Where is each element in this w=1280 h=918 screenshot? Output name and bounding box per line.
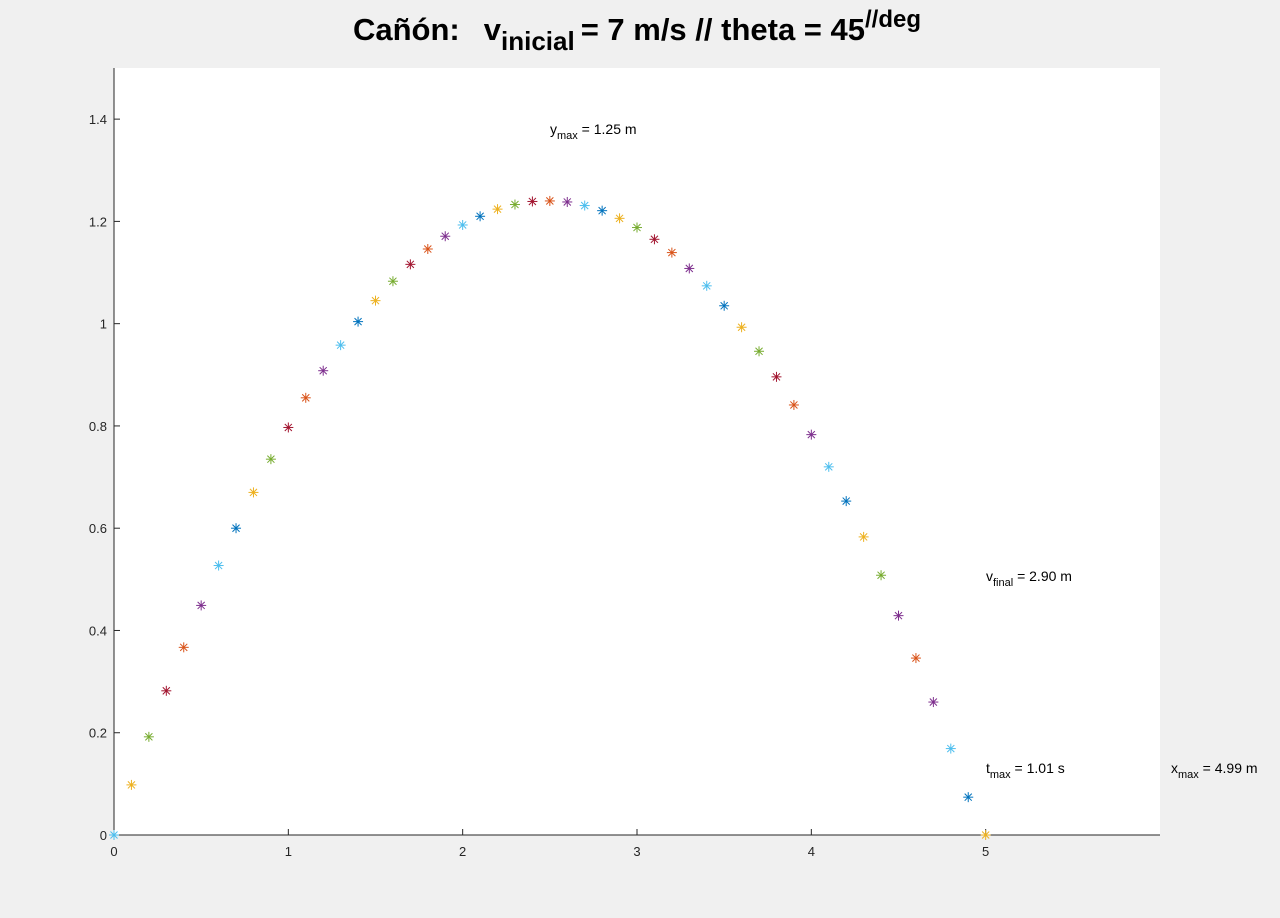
data-point bbox=[666, 247, 677, 258]
y-tick-label: 1.2 bbox=[89, 214, 107, 229]
tmax-sub: max bbox=[990, 769, 1011, 781]
annotation-xmax: xmax = 4.99 m bbox=[1171, 760, 1258, 781]
data-point bbox=[876, 570, 887, 581]
data-point bbox=[928, 697, 939, 708]
title-v: v bbox=[484, 12, 502, 47]
data-point bbox=[597, 205, 608, 216]
data-point bbox=[457, 219, 468, 230]
xmax-main: x bbox=[1171, 760, 1178, 776]
y-tick-label: 0 bbox=[100, 828, 107, 843]
data-point bbox=[370, 295, 381, 306]
x-tick-label: 4 bbox=[808, 844, 815, 859]
x-tick-label: 2 bbox=[459, 844, 466, 859]
data-point bbox=[231, 523, 242, 534]
data-point bbox=[910, 653, 921, 664]
data-point bbox=[283, 422, 294, 433]
x-tick-label: 0 bbox=[110, 844, 117, 859]
data-point bbox=[387, 276, 398, 287]
title-v-sub: inicial bbox=[501, 26, 575, 56]
ymax-main: y bbox=[550, 121, 557, 137]
x-tick-label: 1 bbox=[285, 844, 292, 859]
vfinal-sub: final bbox=[993, 577, 1013, 589]
data-point bbox=[109, 830, 119, 840]
tmax-main: t bbox=[986, 760, 990, 776]
data-point bbox=[963, 792, 974, 803]
x-tick-label: 5 bbox=[982, 844, 989, 859]
xmax-sub: max bbox=[1178, 769, 1199, 781]
data-point bbox=[161, 685, 172, 696]
vfinal-rest: = 2.90 m bbox=[1013, 568, 1072, 584]
data-point bbox=[335, 340, 346, 351]
data-point bbox=[562, 196, 573, 207]
title-prefix: Cañón: bbox=[353, 12, 460, 47]
data-point bbox=[422, 244, 433, 255]
chart-title: Cañón: vinicial = 7 m/s // theta = 45//deg bbox=[353, 6, 921, 56]
data-point bbox=[980, 830, 991, 840]
tmax-rest: = 1.01 s bbox=[1011, 760, 1065, 776]
annotation-vfinal: vfinal = 2.90 m bbox=[986, 568, 1072, 589]
data-point bbox=[806, 429, 817, 440]
data-point bbox=[649, 234, 660, 245]
data-point bbox=[248, 487, 259, 498]
data-point bbox=[858, 531, 869, 542]
data-point bbox=[405, 259, 416, 270]
ymax-rest: = 1.25 m bbox=[578, 121, 637, 137]
data-point bbox=[143, 731, 154, 742]
annotation-ymax: ymax = 1.25 m bbox=[550, 121, 637, 142]
data-point bbox=[841, 496, 852, 507]
data-point bbox=[823, 461, 834, 472]
data-point bbox=[771, 371, 782, 382]
data-point bbox=[178, 642, 189, 653]
y-tick-label: 0.4 bbox=[89, 623, 107, 638]
data-point bbox=[544, 195, 555, 206]
data-point bbox=[945, 743, 956, 754]
data-point bbox=[318, 365, 329, 376]
xmax-rest: = 4.99 m bbox=[1199, 760, 1258, 776]
y-tick-label: 1 bbox=[100, 317, 107, 332]
data-point bbox=[440, 231, 451, 242]
data-point bbox=[300, 392, 311, 403]
data-point bbox=[126, 779, 137, 790]
axes-background bbox=[114, 68, 1160, 835]
title-equation: = 7 m/s // theta = 45 bbox=[581, 12, 865, 47]
data-point bbox=[265, 454, 276, 465]
data-point bbox=[353, 316, 364, 327]
y-axis-ticks: 0 0.2 0.4 0.6 0.8 1 1.2 1.4 bbox=[89, 112, 120, 843]
data-point bbox=[492, 204, 503, 215]
data-point bbox=[196, 600, 207, 611]
y-tick-label: 0.6 bbox=[89, 521, 107, 536]
data-point bbox=[509, 199, 520, 210]
data-point bbox=[719, 300, 730, 311]
data-point bbox=[684, 263, 695, 274]
annotation-tmax: tmax = 1.01 s bbox=[986, 760, 1065, 781]
y-tick-label: 1.4 bbox=[89, 112, 107, 127]
data-point bbox=[475, 211, 486, 222]
data-point bbox=[527, 196, 538, 207]
data-point bbox=[893, 610, 904, 621]
data-point bbox=[788, 399, 799, 410]
y-tick-label: 0.8 bbox=[89, 419, 107, 434]
title-superscript: //deg bbox=[865, 6, 921, 33]
data-point bbox=[754, 346, 765, 357]
data-point bbox=[213, 560, 224, 571]
data-point bbox=[614, 213, 625, 224]
data-point bbox=[736, 322, 747, 333]
data-point bbox=[701, 280, 712, 291]
trajectory-points bbox=[109, 195, 991, 840]
x-tick-label: 3 bbox=[633, 844, 640, 859]
vfinal-main: v bbox=[986, 568, 993, 584]
y-tick-label: 0.2 bbox=[89, 726, 107, 741]
data-point bbox=[632, 222, 642, 233]
data-point bbox=[579, 200, 590, 211]
ymax-sub: max bbox=[557, 130, 578, 142]
